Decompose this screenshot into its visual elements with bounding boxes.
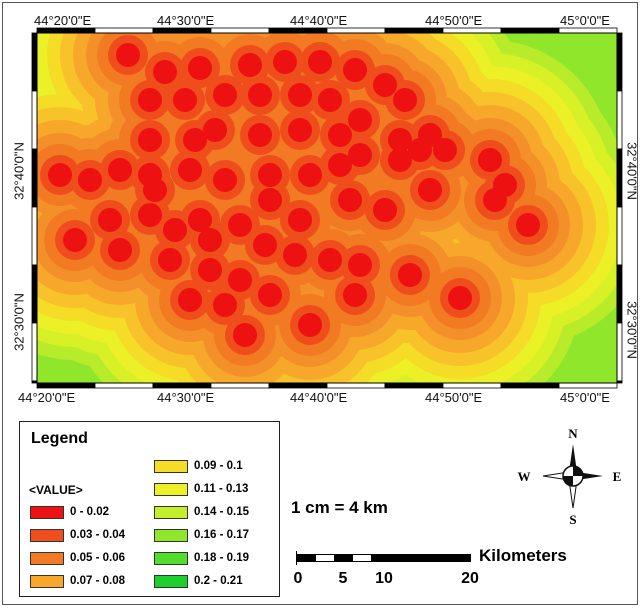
value-raster: [37, 33, 617, 383]
value-band-layer: [48, 43, 540, 347]
legend-item-9: 0.18 - 0.19: [154, 550, 249, 566]
scale-unit-label: Kilometers: [479, 546, 567, 565]
coord-bottom-1: 44°20'0"E: [18, 390, 76, 405]
scale-bar: [296, 551, 471, 565]
legend-item-10: 0.2 - 0.21: [154, 573, 243, 589]
scale-tick-20: 20: [461, 570, 479, 587]
legend-item-label: 0.14 - 0.15: [194, 506, 249, 518]
legend-item-3: 0.05 - 0.06: [30, 550, 125, 566]
coord-top-5: 45°0'0"E: [560, 13, 610, 28]
legend-swatch: [154, 551, 188, 565]
legend-swatch: [30, 574, 64, 588]
legend-title: Legend: [31, 430, 88, 447]
legend-item-8: 0.16 - 0.17: [154, 527, 249, 543]
legend-item-label: 0.2 - 0.21: [194, 575, 243, 587]
legend-swatch: [154, 459, 188, 473]
scale-tick-0: 0: [293, 570, 303, 587]
coord-bottom-5: 45°0'0"E: [560, 390, 610, 405]
north-arrow-icon: [542, 444, 603, 509]
legend-item-label: 0.11 - 0.13: [194, 483, 249, 495]
coord-top-3: 44°40'0"E: [290, 13, 348, 28]
scale-ratio: 1 cm = 4 km: [291, 498, 388, 517]
legend-item-label: 0.09 - 0.1: [194, 460, 243, 472]
legend-item-label: 0.07 - 0.08: [70, 575, 125, 587]
legend-item-label: 0.18 - 0.19: [194, 552, 249, 564]
compass-w: W: [517, 469, 531, 484]
coord-bottom-3: 44°40'0"E: [290, 390, 348, 405]
legend-item-6: 0.11 - 0.13: [154, 481, 248, 497]
scale-tick-10: 10: [375, 570, 393, 587]
coord-top-1: 44°20'0"E: [34, 13, 92, 28]
compass-n: N: [568, 426, 578, 441]
legend-item-1: 0 - 0.02: [30, 504, 109, 520]
scale-tick-5: 5: [338, 570, 348, 587]
legend-item-2: 0.03 - 0.04: [30, 527, 125, 543]
coord-bottom-4: 44°50'0"E: [425, 390, 483, 405]
legend-item-7: 0.14 - 0.15: [154, 504, 249, 520]
legend-item-5: 0.09 - 0.1: [154, 458, 243, 474]
coord-bottom-2: 44°30'0"E: [157, 390, 215, 405]
legend-swatch: [154, 528, 188, 542]
coord-left-1: 32°40'0"N: [11, 142, 27, 200]
coord-top-2: 44°30'0"E: [157, 13, 215, 28]
neatline-border: [31, 27, 623, 389]
legend-item-label: 0 - 0.02: [70, 506, 109, 518]
legend-swatch: [30, 528, 64, 542]
compass-s: S: [569, 512, 577, 527]
legend-swatch: [154, 505, 188, 519]
coord-right-1: 32°40'0"N: [624, 142, 640, 200]
coord-top-4: 44°50'0"E: [425, 13, 483, 28]
legend-field-label: <VALUE>: [29, 483, 83, 497]
legend-swatch: [30, 505, 64, 519]
legend-item-4: 0.07 - 0.08: [30, 573, 125, 589]
legend-item-label: 0.05 - 0.06: [70, 552, 125, 564]
legend-item-label: 0.16 - 0.17: [194, 529, 249, 541]
legend-panel: Legend <VALUE> 0 - 0.02 0.03 - 0.04 0.05…: [19, 421, 280, 597]
coord-right-2: 32°30'0"N: [624, 301, 640, 359]
legend-swatch: [30, 551, 64, 565]
coord-left-2: 32°30'0"N: [11, 293, 27, 351]
legend-swatch: [154, 574, 188, 588]
legend-swatch: [154, 482, 188, 496]
compass-e: E: [612, 469, 622, 484]
legend-item-label: 0.03 - 0.04: [70, 529, 125, 541]
